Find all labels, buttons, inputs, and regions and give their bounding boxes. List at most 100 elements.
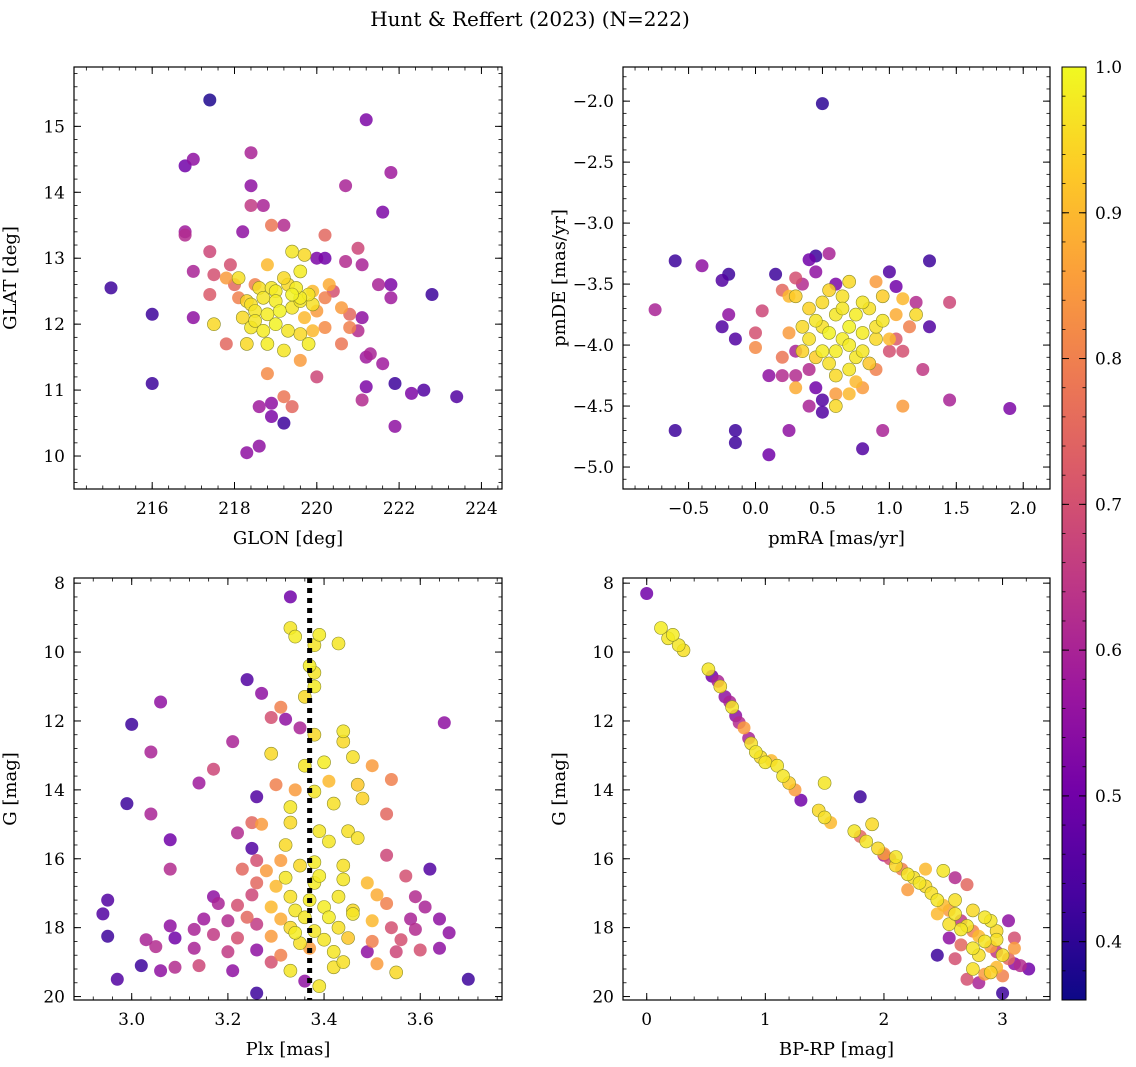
y-tick-label: 12 bbox=[43, 315, 65, 335]
data-point bbox=[317, 755, 331, 770]
data-point bbox=[318, 291, 332, 305]
colorbar: 0.4 0.5 0.6 0.7 0.8 0.9 1.0 bbox=[1061, 58, 1122, 1001]
data-point bbox=[384, 278, 398, 292]
x-axis-label: Plx [mas] bbox=[246, 1039, 331, 1060]
data-point bbox=[298, 974, 312, 988]
data-point bbox=[789, 369, 803, 383]
data-point bbox=[264, 746, 279, 761]
data-point bbox=[154, 964, 168, 978]
data-point bbox=[668, 424, 682, 437]
x-tick-label: 220 bbox=[301, 499, 333, 519]
data-point bbox=[317, 932, 331, 947]
y-tick-label: 11 bbox=[43, 381, 65, 401]
data-point bbox=[288, 629, 303, 644]
data-point bbox=[168, 960, 182, 974]
data-point bbox=[822, 356, 836, 371]
data-point bbox=[281, 323, 295, 338]
data-point bbox=[437, 716, 451, 730]
x-axis-label: pmRA [mas/yr] bbox=[768, 528, 905, 549]
data-point bbox=[856, 442, 870, 456]
data-point bbox=[995, 948, 1010, 963]
data-point bbox=[423, 862, 437, 876]
data-point bbox=[789, 381, 803, 395]
data-point bbox=[310, 370, 324, 384]
data-point bbox=[283, 590, 297, 604]
data-point bbox=[192, 959, 206, 973]
data-point bbox=[104, 281, 118, 295]
data-point bbox=[244, 179, 258, 193]
points-pmra_pmde bbox=[648, 97, 1017, 462]
data-point bbox=[331, 889, 346, 904]
data-point bbox=[318, 321, 332, 334]
x-tick-label: 1.5 bbox=[943, 499, 970, 519]
data-point bbox=[240, 337, 254, 351]
y-axis-label: pmDE [mas/yr] bbox=[549, 209, 570, 347]
data-point bbox=[715, 320, 729, 334]
data-point bbox=[346, 907, 360, 921]
data-point bbox=[822, 247, 836, 261]
data-point bbox=[211, 897, 225, 910]
data-point bbox=[916, 363, 930, 376]
data-point bbox=[272, 304, 287, 318]
data-point bbox=[842, 338, 857, 352]
colorbar-tick-label: 0.8 bbox=[1095, 350, 1122, 370]
colorbar-tick-label: 0.9 bbox=[1095, 204, 1122, 224]
data-point bbox=[855, 326, 870, 340]
data-point bbox=[762, 448, 776, 462]
data-point bbox=[260, 337, 275, 351]
data-point bbox=[713, 679, 728, 694]
x-tick-label: −0.5 bbox=[668, 499, 709, 519]
data-point bbox=[1007, 931, 1021, 945]
data-point bbox=[346, 750, 360, 764]
data-point bbox=[815, 405, 829, 419]
data-point bbox=[849, 375, 863, 389]
data-point bbox=[855, 344, 870, 359]
data-point bbox=[178, 228, 192, 242]
y-tick-label: −4.5 bbox=[573, 397, 614, 417]
data-point bbox=[909, 307, 923, 322]
data-point bbox=[221, 914, 235, 928]
data-point bbox=[802, 301, 816, 316]
data-point bbox=[889, 280, 903, 293]
data-point bbox=[244, 199, 258, 212]
x-axis-label: GLON [deg] bbox=[233, 528, 343, 549]
data-point bbox=[842, 387, 856, 401]
data-point bbox=[418, 900, 432, 914]
data-point bbox=[896, 292, 910, 306]
data-point bbox=[829, 387, 843, 401]
data-point bbox=[370, 888, 384, 902]
data-point bbox=[274, 854, 288, 867]
data-point bbox=[930, 948, 944, 962]
x-tick-label: 3 bbox=[997, 1010, 1008, 1030]
data-point bbox=[815, 393, 829, 407]
data-point bbox=[101, 929, 115, 943]
data-point bbox=[889, 308, 903, 322]
data-point bbox=[809, 381, 823, 395]
data-point bbox=[245, 888, 259, 902]
data-point bbox=[265, 410, 278, 423]
data-point bbox=[802, 332, 816, 346]
data-point bbox=[433, 941, 446, 955]
data-point bbox=[875, 313, 890, 328]
data-point bbox=[977, 910, 992, 925]
data-point bbox=[277, 218, 291, 232]
data-point bbox=[755, 304, 769, 318]
data-point bbox=[882, 265, 896, 279]
data-point bbox=[207, 268, 221, 282]
data-point bbox=[336, 955, 351, 969]
data-point bbox=[293, 353, 307, 367]
data-point bbox=[405, 386, 418, 400]
data-point bbox=[828, 344, 843, 359]
y-tick-label: 20 bbox=[43, 988, 65, 1008]
data-point bbox=[145, 377, 159, 390]
data-point bbox=[250, 917, 264, 931]
data-point bbox=[1007, 941, 1021, 955]
data-point bbox=[384, 921, 398, 935]
data-point bbox=[298, 311, 311, 325]
data-point bbox=[901, 883, 915, 897]
data-point bbox=[954, 922, 968, 937]
data-point bbox=[802, 253, 816, 267]
data-point bbox=[815, 295, 830, 310]
data-point bbox=[250, 986, 264, 1000]
data-point bbox=[252, 400, 266, 414]
